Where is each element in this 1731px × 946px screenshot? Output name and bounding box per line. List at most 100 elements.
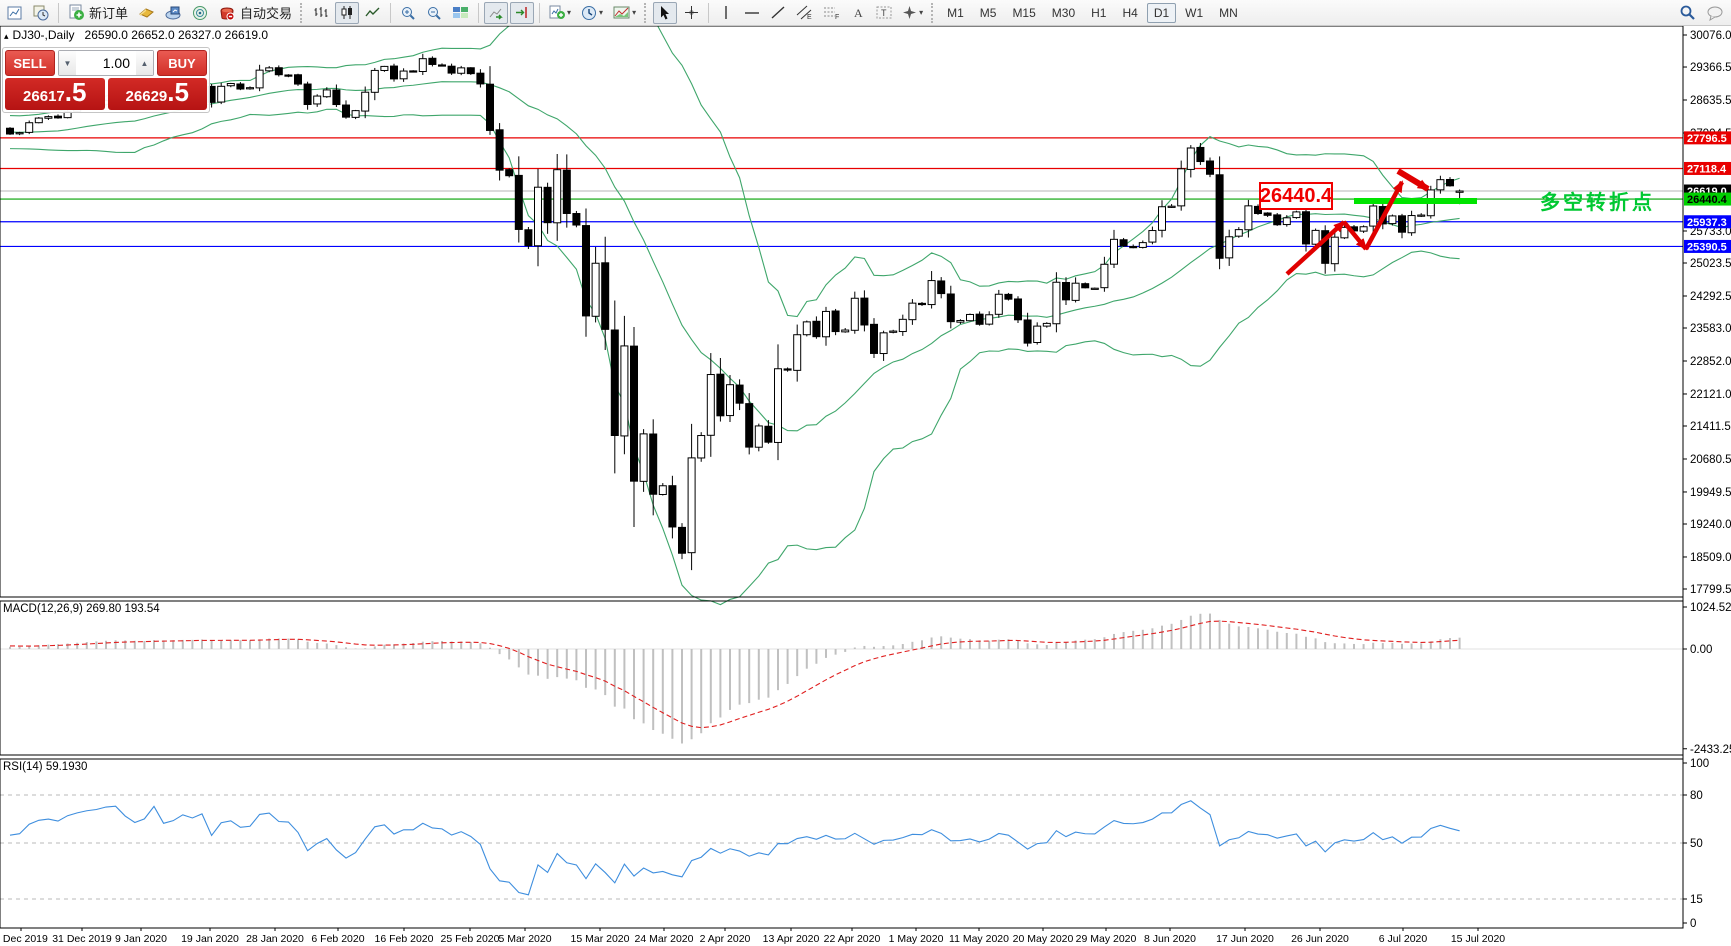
sell-price[interactable]: 26617 .5 [5, 78, 105, 110]
hline-price-label-25937.3-box[interactable] [1684, 215, 1731, 229]
market-watch-button[interactable] [161, 2, 186, 24]
support-zone-trendline[interactable] [1354, 198, 1477, 204]
chart-shift-button[interactable] [510, 1, 535, 24]
timeframe-button-w1[interactable]: W1 [1185, 5, 1204, 20]
hline-price-label-26440.4-box[interactable] [1684, 192, 1731, 206]
hline-price-label-25390.5-box[interactable] [1684, 239, 1731, 253]
bar-chart-button[interactable] [309, 2, 333, 24]
line-chart-button[interactable] [361, 2, 385, 24]
date-tick-label: 9 Jan 2020 [115, 933, 167, 945]
chart-window-dj30[interactable]: 30076.029366.528635.527904.525733.025023… [0, 26, 1731, 946]
chart-annotations [1285, 168, 1477, 276]
candle-up [226, 83, 235, 87]
timeframe-button-d1[interactable]: D1 [1146, 2, 1177, 23]
axes[interactable]: 30076.029366.528635.527904.525733.025023… [0, 26, 1731, 945]
candle-up [313, 95, 322, 105]
symbol-period-label: DJ30-,Daily [12, 28, 75, 42]
equidistant-channel-tool-button[interactable]: E [792, 2, 817, 24]
candlestick-chart-button[interactable] [335, 1, 360, 24]
toolbar-grip[interactable] [644, 2, 649, 23]
hline-price-label-27118.4-box[interactable] [1684, 161, 1731, 175]
new-order-icon [69, 4, 84, 20]
autotrading-icon [220, 6, 235, 20]
auto-scroll-button[interactable] [484, 1, 509, 24]
candle-down [745, 403, 754, 448]
candle-up [1225, 236, 1234, 259]
chat-button[interactable] [1702, 2, 1728, 24]
profiles-button[interactable] [29, 2, 53, 24]
line-chart-icon [365, 7, 380, 17]
toolbar-grip[interactable] [300, 2, 305, 23]
zoom-out-icon [428, 6, 441, 20]
toolbar-separator [708, 2, 710, 23]
autotrading-button[interactable]: 自动交易 [214, 2, 296, 24]
timeframe-button-mn[interactable]: MN [1219, 5, 1238, 20]
periods-button[interactable]: ▾ [577, 2, 607, 24]
candle-down [54, 115, 62, 119]
new-order-button[interactable]: 新订单 [64, 2, 132, 24]
candle-down [601, 262, 610, 330]
pullback-arrow[interactable] [1396, 168, 1430, 192]
timeframe-button-m5[interactable]: M5 [979, 5, 997, 20]
hline-price-label-27796.5-box[interactable] [1684, 131, 1731, 145]
search-button[interactable] [1675, 2, 1700, 24]
candle-down [937, 280, 946, 295]
buy-price-main: 26629 [125, 88, 168, 105]
candle-down [668, 485, 677, 528]
timeframe-button-m1[interactable]: M1 [947, 5, 964, 20]
metaeditor-button[interactable] [134, 2, 159, 24]
candle-down [505, 169, 514, 177]
trendline-tool-button[interactable] [766, 2, 790, 24]
volume-value[interactable]: 1.00 [102, 55, 130, 71]
cursor-tool-button[interactable] [653, 1, 678, 24]
candle-up [1359, 226, 1368, 232]
arrows-tool-button[interactable]: ▾ [898, 2, 927, 24]
candle-down [495, 129, 504, 171]
collapse-panel-arrow[interactable]: ▴ [4, 31, 9, 41]
date-tick-label: 5 Mar 2020 [498, 933, 551, 945]
crosshair-icon [684, 6, 698, 19]
horizontal-line-tool-button[interactable] [740, 2, 764, 24]
rsi-tick-label: 100 [1690, 758, 1709, 770]
timeframe-button-h1[interactable]: H1 [1091, 5, 1107, 20]
broadcast-button[interactable] [188, 2, 212, 24]
zoom-out-button[interactable] [422, 2, 446, 24]
hline-price-label-26440.4: 26440.4 [1687, 194, 1728, 206]
candle-up [1234, 229, 1243, 237]
volume-decrease-button[interactable]: ▼ [59, 51, 76, 75]
zoom-in-button[interactable] [396, 2, 420, 24]
price-callout-box[interactable]: 26440.4 [1259, 182, 1333, 210]
candle-up [1292, 211, 1301, 219]
new-chart-button[interactable] [3, 2, 27, 24]
toolbar-grip[interactable] [931, 2, 936, 23]
volume-increase-button[interactable]: ▲ [136, 51, 153, 75]
timeframe-button-h4[interactable]: H4 [1122, 5, 1138, 20]
hline-price-label-27118.4: 27118.4 [1687, 163, 1727, 175]
candle-up [697, 435, 706, 459]
text-tool-button[interactable]: A [846, 2, 870, 24]
vertical-line-tool-button[interactable] [714, 2, 738, 24]
candle-up [726, 384, 734, 417]
candle-up [1455, 190, 1464, 193]
crosshair-tool-button[interactable] [679, 2, 703, 24]
tile-windows-button[interactable] [448, 2, 473, 24]
zigzag-arrow-segment[interactable] [1364, 180, 1404, 251]
zigzag-arrow-segment[interactable] [1342, 220, 1368, 251]
indicators-button[interactable]: ▾ [545, 2, 575, 24]
buy-button[interactable]: BUY [157, 50, 207, 76]
timeframe-button-m30[interactable]: M30 [1051, 5, 1076, 20]
buy-price[interactable]: 26629 .5 [107, 78, 207, 110]
rsi-tick-label: 0 [1690, 918, 1696, 930]
pivot-annotation-text[interactable]: 多空转折点 [1540, 192, 1655, 214]
fibonacci-tool-button[interactable]: F [819, 2, 844, 24]
text-label-tool-button[interactable]: T [872, 2, 896, 24]
template-button[interactable]: ▾ [609, 2, 640, 24]
timeframe-button-m15[interactable]: M15 [1012, 5, 1036, 20]
autotrading-label: 自动交易 [240, 6, 293, 21]
candle-up [351, 110, 360, 118]
zigzag-arrow-segment[interactable] [1285, 220, 1346, 276]
sell-button[interactable]: SELL [5, 50, 55, 76]
candle-up [687, 457, 696, 554]
chart-canvas[interactable]: 30076.029366.528635.527904.525733.025023… [0, 26, 1731, 946]
candle-down [946, 293, 955, 323]
